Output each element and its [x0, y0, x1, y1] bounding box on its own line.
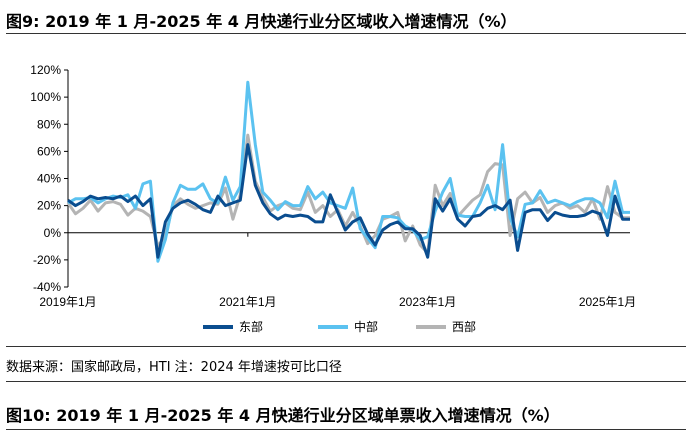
series-line-central: [67, 80, 630, 263]
y-tick-label: 80%: [37, 117, 61, 131]
x-tick-label: 2025年1月: [579, 295, 636, 309]
plot-area: -40% -20% 0% 20% 40% 60% 80% 100% 120% 2019年1月 202…: [30, 63, 636, 309]
y-tick-label: 20%: [37, 199, 61, 213]
y-tick-label: 60%: [37, 144, 61, 158]
x-tick-label: 2019年1月: [39, 295, 96, 309]
legend-label-east: 东部: [239, 319, 263, 334]
legend-label-central: 中部: [354, 319, 378, 334]
source-rule-top: [6, 346, 686, 347]
next-figure-title: 图10: 2019 年 1 月-2025 年 4 月快递行业分区域单票收入增速情…: [6, 406, 560, 425]
y-tick-label: 0%: [44, 226, 62, 240]
source-rule-bottom: [6, 381, 686, 382]
legend-label-west: 西部: [452, 319, 476, 334]
source-note: 数据来源：国家邮政局，HTI 注：2024 年增速按可比口径: [6, 360, 342, 375]
y-tick-label: 100%: [30, 90, 61, 104]
next-title-rule: [6, 429, 686, 430]
y-tick-label: 40%: [37, 172, 61, 186]
x-tick-label: 2023年1月: [399, 295, 456, 309]
legend: 东部 中部 西部: [203, 319, 476, 334]
title-rule: [6, 33, 686, 34]
x-tick-label: 2021年1月: [219, 295, 276, 309]
figure-title: 图9: 2019 年 1 月-2025 年 4 月快递行业分区域收入增速情况（%…: [6, 12, 517, 31]
y-tick-label: -40%: [33, 280, 61, 294]
y-tick-label: 120%: [30, 63, 61, 77]
y-tick-label: -20%: [33, 253, 61, 267]
series-line-east: [67, 143, 630, 259]
